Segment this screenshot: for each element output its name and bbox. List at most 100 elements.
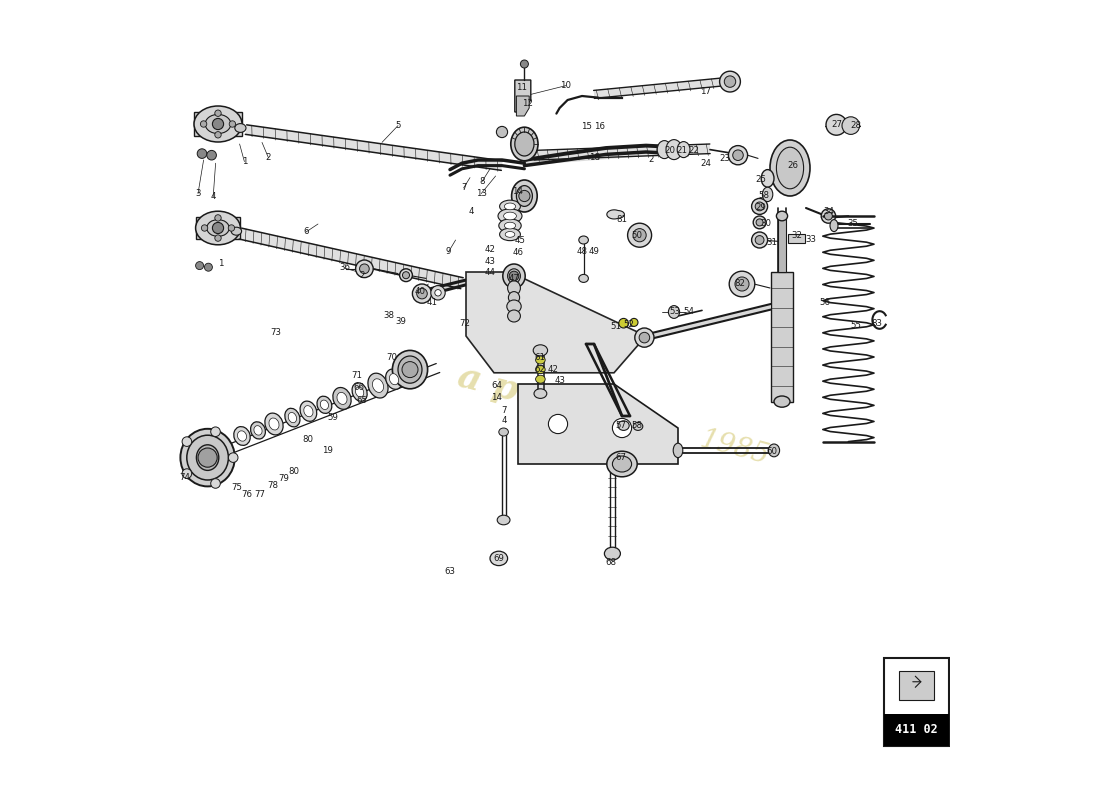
Ellipse shape [515,132,534,156]
Ellipse shape [777,211,788,221]
Ellipse shape [207,219,229,237]
Text: 64: 64 [491,381,502,390]
Ellipse shape [320,400,329,410]
Polygon shape [594,78,726,98]
Text: 80: 80 [288,466,299,476]
Polygon shape [515,80,531,112]
Text: 54: 54 [683,307,694,317]
Circle shape [412,284,431,303]
Text: 82: 82 [734,278,745,288]
Ellipse shape [231,227,242,235]
Circle shape [183,437,191,446]
Ellipse shape [534,345,548,356]
Ellipse shape [505,203,516,210]
Text: 13: 13 [475,189,486,198]
Circle shape [822,209,836,223]
Text: 18: 18 [590,153,601,162]
Polygon shape [646,304,771,340]
Text: 56: 56 [818,298,829,307]
Text: 44: 44 [484,268,495,278]
Ellipse shape [761,170,774,187]
Ellipse shape [505,222,516,229]
Ellipse shape [499,228,520,241]
Circle shape [200,121,207,127]
Ellipse shape [333,387,351,410]
Ellipse shape [386,369,403,390]
Ellipse shape [536,375,546,383]
Text: 83: 83 [871,318,882,328]
Circle shape [431,286,446,300]
Ellipse shape [770,140,810,196]
Text: 29: 29 [755,203,766,213]
Text: 23: 23 [719,154,730,163]
Circle shape [842,117,859,134]
Ellipse shape [618,421,629,430]
Text: 6: 6 [304,227,309,237]
Circle shape [402,362,418,378]
Text: 48: 48 [576,247,587,257]
Text: 2: 2 [266,153,271,162]
Text: 35: 35 [847,219,858,229]
Text: 25: 25 [755,175,766,185]
Text: 4: 4 [210,192,216,202]
Text: 58: 58 [758,190,769,200]
Circle shape [520,60,528,68]
Text: 2: 2 [649,155,654,165]
Circle shape [496,126,507,138]
Text: 17: 17 [700,86,711,96]
Text: 58: 58 [631,421,642,430]
Bar [788,234,805,243]
Circle shape [228,225,234,231]
Ellipse shape [300,401,317,422]
Polygon shape [196,217,241,239]
Text: 46: 46 [513,248,524,258]
Circle shape [756,219,763,226]
Text: 2: 2 [360,271,365,281]
Circle shape [719,71,740,92]
Circle shape [214,235,221,242]
Text: 38: 38 [383,310,394,320]
Bar [883,714,949,746]
Text: 51: 51 [610,322,621,331]
Ellipse shape [613,456,631,472]
Text: 42: 42 [548,365,559,374]
Ellipse shape [619,318,628,328]
Ellipse shape [498,219,521,232]
Ellipse shape [234,123,246,132]
Polygon shape [466,272,646,373]
Text: 4: 4 [469,207,474,217]
Ellipse shape [536,356,546,364]
Ellipse shape [373,378,384,393]
Ellipse shape [288,413,297,422]
Circle shape [417,288,427,299]
Circle shape [751,232,768,248]
Text: 73: 73 [271,328,282,338]
Ellipse shape [762,187,773,202]
Text: 41: 41 [427,298,438,307]
Text: 50: 50 [631,230,642,240]
Text: 43: 43 [554,376,565,386]
Ellipse shape [285,408,300,427]
Ellipse shape [304,406,313,417]
Text: 57: 57 [615,421,626,430]
Ellipse shape [490,551,507,566]
Text: 14: 14 [491,393,502,402]
Ellipse shape [579,236,588,244]
Text: 22: 22 [689,146,700,155]
Circle shape [355,260,373,278]
Circle shape [724,76,736,87]
Text: 74: 74 [179,473,190,482]
Ellipse shape [666,139,682,160]
Polygon shape [518,384,678,464]
Circle shape [751,198,768,214]
Polygon shape [245,125,503,170]
Ellipse shape [534,389,547,398]
Circle shape [212,222,223,234]
Polygon shape [534,144,711,160]
Ellipse shape [234,426,250,446]
Text: 15: 15 [581,122,592,131]
Polygon shape [525,147,678,166]
Text: 24: 24 [701,158,712,168]
Circle shape [549,414,568,434]
Text: 75: 75 [232,483,243,493]
